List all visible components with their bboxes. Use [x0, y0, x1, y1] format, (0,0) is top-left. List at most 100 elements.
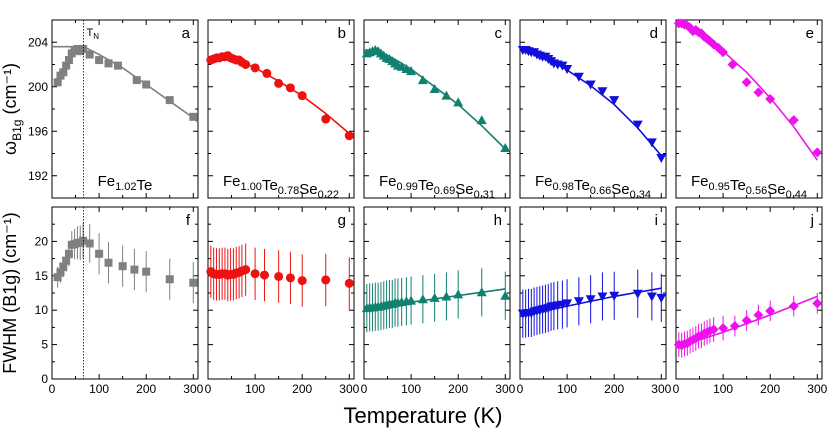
compound-label: Fe1.02Te: [98, 173, 153, 194]
x-tick-label: 300: [651, 382, 671, 396]
data-point: [812, 298, 823, 309]
data-point: [708, 324, 719, 335]
data-point: [297, 276, 307, 286]
data-point: [573, 297, 584, 307]
stoichiometry: 0.34: [630, 189, 651, 201]
panel-a: 192 196 200 204 a Fe1.02Te: [28, 19, 199, 199]
panel-letter: d: [650, 25, 658, 42]
data-point: [632, 289, 643, 299]
stoichiometry: 1.02: [115, 181, 136, 193]
y-tick-label: 192: [28, 169, 48, 183]
y-tick-label: 200: [28, 80, 48, 94]
panel-frame: [207, 206, 355, 380]
element-symbol: Se: [767, 181, 785, 198]
element-symbol: Fe: [98, 173, 116, 190]
data-point: [562, 64, 573, 74]
data-point: [500, 290, 511, 300]
x-tick-label: 200: [604, 382, 624, 396]
element-symbol: Te: [137, 177, 153, 194]
x-tick-label: 0: [205, 382, 212, 396]
x-tick-label: 0: [361, 382, 368, 396]
data-point: [646, 292, 657, 302]
panel-frame: [675, 206, 823, 380]
tn-main: T: [87, 27, 94, 39]
stoichiometry: 0.22: [318, 189, 339, 201]
data-point: [250, 269, 260, 279]
compound-label: Fe0.99Te0.69Se0.31: [379, 173, 495, 201]
y-tick-label: 204: [28, 35, 48, 49]
panel-j: 0 100 200 300 j: [673, 206, 828, 396]
data-point: [241, 60, 251, 69]
x-tick-label: 100: [245, 382, 265, 396]
x-tick-label: 300: [495, 382, 515, 396]
omega-unit: (cm⁻¹): [0, 63, 20, 119]
x-tick-label: 200: [760, 382, 780, 396]
data-point: [79, 236, 88, 245]
data-point: [417, 294, 428, 304]
y-axis-label-bottom: FWHM (B1g) (cm⁻¹): [0, 212, 20, 373]
omega-symbol: ω: [0, 141, 20, 155]
panels: 192196200204aFe1.02TebFe1.00Te0.78Se0.22…: [28, 18, 828, 396]
tn-sub: N: [93, 32, 99, 41]
data-point: [500, 142, 511, 152]
data-point: [189, 278, 198, 287]
data-point: [85, 239, 94, 248]
data-point: [79, 44, 88, 53]
data-point: [765, 305, 776, 316]
data-point: [165, 275, 174, 284]
panel-letter: e: [806, 25, 814, 42]
data-point: [417, 75, 428, 85]
x-tick-label: 100: [557, 382, 577, 396]
data-point: [189, 112, 198, 121]
data-point: [59, 68, 68, 77]
data-point: [297, 91, 307, 101]
data-point: [753, 310, 764, 321]
x-tick-label: 0: [673, 382, 680, 396]
neel-temperature-label: TN: [87, 27, 100, 41]
stoichiometry: 0.66: [590, 185, 611, 197]
data-point: [476, 287, 487, 297]
panel-letter: j: [810, 212, 814, 229]
panel-c: c Fe0.99Te0.69Se0.31: [361, 19, 511, 201]
fit-line: [519, 48, 662, 157]
x-tick-label: 200: [292, 382, 312, 396]
y-tick-label: 196: [28, 124, 48, 138]
data-point: [632, 120, 643, 130]
data-point: [274, 271, 284, 281]
element-symbol: Fe: [535, 173, 553, 190]
element-symbol: Te: [730, 177, 746, 194]
data-point: [142, 80, 151, 89]
data-point: [130, 265, 139, 274]
data-point: [609, 291, 620, 301]
data-point: [260, 270, 270, 280]
panel-g: 0 100 200 300 g: [205, 206, 360, 396]
data-point: [585, 295, 596, 305]
x-tick-label: 300: [339, 382, 359, 396]
panel-letter: c: [495, 25, 503, 42]
data-point: [321, 275, 331, 285]
y-tick-label: 10: [35, 303, 49, 317]
data-point: [344, 278, 354, 288]
panel-letter: g: [338, 212, 346, 229]
data-point: [62, 61, 71, 70]
data-point: [165, 96, 174, 105]
data-point: [118, 262, 127, 271]
x-axis-label: Temperature (K): [344, 403, 503, 428]
panel-h: 0 100 200 300 h: [361, 206, 516, 396]
element-symbol: Se: [299, 181, 317, 198]
omega-subscript: B1g: [10, 120, 24, 141]
data-point: [441, 291, 452, 301]
element-symbol: Se: [611, 181, 629, 198]
data-point: [85, 50, 94, 59]
data-point: [597, 292, 608, 302]
panel-letter: a: [182, 25, 191, 42]
panel-frame: [363, 206, 511, 380]
data-point: [812, 147, 823, 158]
data-point: [64, 249, 73, 258]
panel-frame: [207, 19, 355, 199]
panel-letter: f: [186, 212, 191, 229]
data-point: [788, 115, 799, 126]
element-symbol: Fe: [223, 173, 241, 190]
element-symbol: Fe: [691, 173, 709, 190]
data-point: [95, 56, 104, 65]
